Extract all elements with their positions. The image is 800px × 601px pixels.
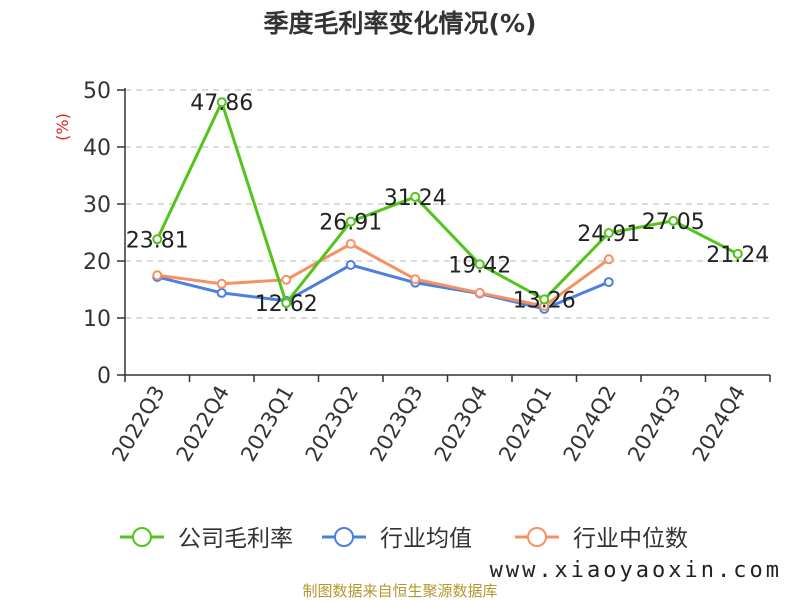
data-point: [603, 254, 614, 265]
data-point: [603, 228, 614, 239]
y-tick-label: 20: [83, 250, 111, 275]
y-tick-label: 30: [83, 193, 111, 218]
legend-label: 行业均值: [380, 526, 472, 552]
data-point: [281, 298, 292, 309]
x-tick-label: 2023Q4: [430, 382, 492, 466]
data-label: 19.42: [448, 253, 511, 278]
data-point: [281, 274, 292, 285]
series-line: [155, 100, 739, 305]
data-point: [668, 215, 679, 226]
legend-label: 行业中位数: [573, 526, 688, 552]
legend-item: 行业均值: [322, 526, 472, 552]
chart-title: 季度毛利率变化情况(%): [264, 9, 537, 38]
watermark: www.xiaoyaoxin.com: [489, 558, 782, 583]
source-note: 制图数据来自恒生聚源数据库: [302, 582, 498, 600]
data-point: [539, 294, 550, 305]
x-tick-label: 2024Q1: [494, 382, 556, 466]
y-axis-label: (%): [53, 113, 72, 141]
data-point: [474, 287, 485, 298]
data-label: 23.81: [126, 228, 189, 253]
legend-marker: [527, 527, 547, 547]
legend-marker: [132, 527, 152, 547]
data-point: [345, 238, 356, 249]
x-tick-label: 2024Q3: [623, 382, 685, 466]
data-point: [732, 248, 743, 259]
data-label: 13.26: [513, 288, 576, 313]
x-tick-label: 2023Q2: [301, 382, 363, 466]
y-tick-label: 50: [83, 79, 111, 104]
data-point: [410, 191, 421, 202]
data-point: [345, 216, 356, 227]
y-tick-label: 40: [83, 136, 111, 161]
series-layer: [152, 97, 743, 314]
y-tick-label: 10: [83, 307, 111, 332]
data-point: [603, 277, 614, 288]
legend-marker: [334, 527, 354, 547]
data-label: 26.91: [319, 211, 382, 236]
legend: 公司毛利率 行业均值 行业中位数: [120, 526, 688, 552]
data-point: [152, 234, 163, 245]
grid-lines: [125, 89, 770, 319]
data-label: 21.24: [706, 243, 769, 268]
data-label: 24.91: [577, 222, 640, 247]
x-tick-label: 2023Q3: [365, 382, 427, 466]
y-tick-label: 0: [97, 364, 111, 389]
data-point: [216, 97, 227, 108]
data-label: 31.24: [384, 186, 447, 211]
data-point: [152, 270, 163, 281]
data-label: 47.86: [190, 91, 253, 116]
data-label: 12.62: [255, 292, 318, 317]
x-tick-label: 2024Q4: [688, 382, 750, 466]
data-point: [345, 259, 356, 270]
x-tick-label: 2022Q4: [172, 382, 234, 466]
legend-label: 公司毛利率: [178, 526, 293, 552]
data-point: [474, 259, 485, 270]
x-tick-label: 2024Q2: [559, 382, 621, 466]
data-label: 27.05: [642, 210, 705, 235]
series-line: [156, 263, 610, 311]
data-point: [216, 278, 227, 289]
series-line: [157, 242, 610, 308]
data-point: [216, 287, 227, 298]
legend-item: 公司毛利率: [120, 526, 293, 552]
x-tick-label: 2022Q3: [107, 382, 169, 466]
data-point: [410, 274, 421, 285]
x-tick-label: 2023Q1: [236, 382, 298, 466]
legend-item: 行业中位数: [515, 526, 688, 552]
